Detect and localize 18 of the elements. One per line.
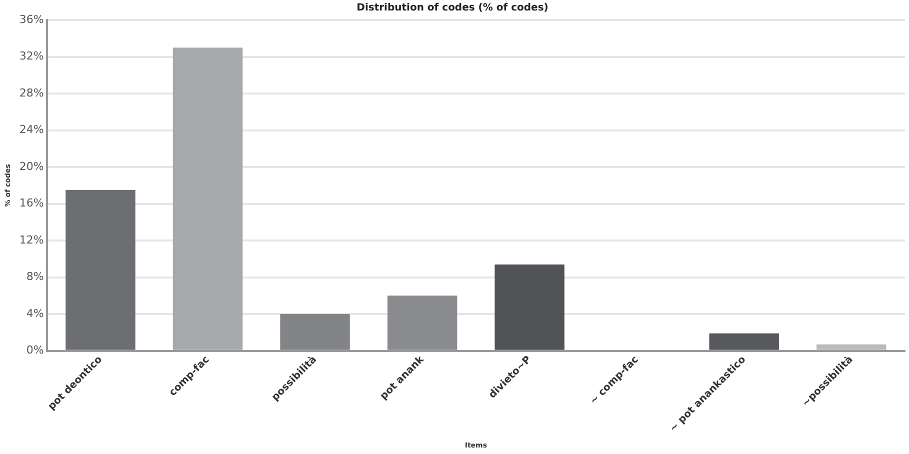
bar: [280, 314, 350, 350]
bar: [494, 264, 564, 350]
y-tick-label: 36%: [19, 12, 44, 26]
bar: [816, 344, 886, 350]
y-tick-label: 4%: [26, 306, 44, 320]
bar: [66, 190, 136, 350]
y-tick-label: 8%: [26, 270, 44, 284]
chart-title: Distribution of codes (% of codes): [356, 2, 548, 14]
bar: [172, 48, 243, 350]
y-tick-label: 24%: [19, 123, 44, 136]
y-tick-label: 0%: [26, 344, 44, 357]
y-tick-label: 12%: [19, 233, 44, 246]
y-tick-label: 20%: [19, 160, 44, 173]
y-tick-label: 28%: [19, 86, 44, 100]
y-tick-label: 16%: [19, 196, 44, 210]
bar: [709, 333, 779, 350]
y-tick-label: 32%: [19, 50, 44, 63]
bar: [387, 296, 458, 350]
